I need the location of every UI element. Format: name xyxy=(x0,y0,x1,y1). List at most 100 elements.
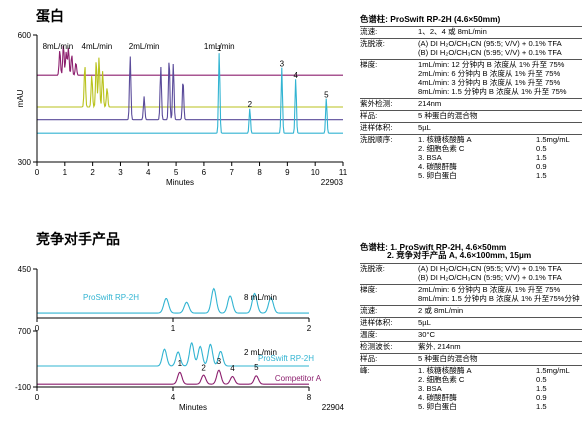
figure-id: 22904 xyxy=(322,403,345,412)
row-value: 8mL/min: 1.5 分钟内 B 浓度从 1% 升至75%分钟 xyxy=(418,293,580,303)
row-key: 洗脱液: xyxy=(360,263,385,273)
row-value: 5 种蛋白的混合物 xyxy=(418,111,478,121)
x-tick-label: 7 xyxy=(230,168,235,177)
flow-rate-label: 8 mL/min xyxy=(244,293,277,302)
condition-row: 样品: 5 种蛋白的混合物 xyxy=(360,352,582,365)
x-tick-label: 2 xyxy=(307,324,312,333)
protein-name: 3. BSA xyxy=(418,383,442,393)
row-key: 峰: xyxy=(360,365,370,375)
column-header-2: 2. 竞争对手产品 A, 4.6×100mm, 15µm xyxy=(387,250,532,261)
x-tick-label: 8 xyxy=(257,168,262,177)
peak-number-label: 4 xyxy=(293,71,298,80)
row-key: 洗脱液: xyxy=(360,39,385,49)
chromatogram-trace-competitor-a xyxy=(37,369,309,385)
x-tick-label: 0 xyxy=(35,168,40,177)
y-tick-label: 700 xyxy=(18,327,32,336)
x-tick-label: 3 xyxy=(118,168,123,177)
row-key: 流速: xyxy=(360,27,378,37)
row-key: 样品: xyxy=(360,353,378,363)
protein-item: 4. 碳酸酐酶 0.9 xyxy=(418,163,582,172)
row-value: 2 或 8mL/min xyxy=(418,305,464,315)
figure-id: 22903 xyxy=(321,178,344,187)
series-label-proswift: ProSwift RP-2H xyxy=(83,293,139,302)
peak-number-label: 4 xyxy=(230,364,235,373)
row-value: 4mL/min: 3 分钟内 B 浓度从 1% 升至 75% xyxy=(418,78,561,88)
protein-item: 1. 核糖核酸酶 A 1.5mg/mL xyxy=(418,367,582,376)
protein-item: 3. BSA 1.5 xyxy=(418,154,582,163)
condition-row: 梯度: 1mL/min: 12 分钟内 B 浓度从 1% 升至 75% 2mL/mi… xyxy=(360,59,582,98)
y-tick-label: 300 xyxy=(18,158,32,167)
row-value: (B) DI H₂O/CH₃CN (5:95; V/V) + 0.1% TFA xyxy=(418,272,562,282)
protein-concentration: 1.5 xyxy=(536,383,547,393)
x-tick-label: 1 xyxy=(63,168,68,177)
x-tick-label: 4 xyxy=(146,168,151,177)
chromatogram-trace-4mLmin xyxy=(37,57,343,109)
protein-concentration: 1.5 xyxy=(536,153,547,163)
peak-number-label: 2 xyxy=(248,100,253,109)
protein-name: 1. 核糖核酸酶 A xyxy=(418,135,472,145)
chromatogram-trace-proswift-8ml xyxy=(37,287,309,314)
peak-number-label: 3 xyxy=(217,357,222,366)
condition-row: 样品: 5 种蛋白的混合物 xyxy=(360,110,582,122)
protein-name: 2. 细胞色素 C xyxy=(418,374,465,384)
flow-rate-label: 1mL/min xyxy=(204,42,235,51)
protein-item: 4. 碳酸酐酶 0.9 xyxy=(418,394,582,403)
legend-label: Competitor A xyxy=(275,374,322,383)
x-tick-label: 10 xyxy=(311,168,320,177)
peak-number-label: 1 xyxy=(178,359,183,368)
protein-concentration: 1.5 xyxy=(536,401,547,411)
condition-row: 流速: 2 或 8mL/min xyxy=(360,304,582,317)
condition-row: 温度: 30°C xyxy=(360,328,582,341)
row-value: 紫外, 214nm xyxy=(418,341,461,351)
protein-concentration: 1.5mg/mL xyxy=(536,135,570,145)
x-axis-label: Minutes xyxy=(166,178,194,187)
row-key: 检测波长: xyxy=(360,341,393,351)
flow-rate-label: 4mL/min xyxy=(82,42,113,51)
peaks-row: 峰: 1. 核糖核酸酶 A 1.5mg/mL 2. 细胞色素 C 0.5 3. BSA 1… xyxy=(360,364,582,413)
condition-row: 梯度: 2mL/min: 6 分钟内 B 浓度从 1% 升至 75% 8mL/min… xyxy=(360,283,582,305)
protein-name: 1. 核糖核酸酶 A xyxy=(418,365,472,375)
x-tick-label: 6 xyxy=(202,168,207,177)
row-key: 梯度: xyxy=(360,284,378,294)
y-tick-label: 600 xyxy=(18,31,32,40)
protein-item: 5. 卵白蛋白 1.5 xyxy=(418,403,582,412)
peak-number-label: 1 xyxy=(217,44,222,53)
row-key: 梯度: xyxy=(360,60,378,70)
row-value: 1mL/min: 12 分钟内 B 浓度从 1% 升至 75% xyxy=(418,60,565,70)
chromatogram-trace-proswift-2ml xyxy=(37,341,309,367)
peak-number-label: 5 xyxy=(324,91,329,100)
protein-name: 4. 碳酸酐酶 xyxy=(418,392,457,402)
row-value: 2mL/min: 6 分钟内 B 浓度从 1% 升至 75% xyxy=(418,69,561,79)
protein-name: 2. 细胞色素 C xyxy=(418,144,465,154)
y-tick-label: -100 xyxy=(15,383,32,392)
protein-concentration: 0.5 xyxy=(536,144,547,154)
row-value: (A) DI H₂O/CH₃CN (95:5; V/V) + 0.1% TFA xyxy=(418,263,562,273)
x-tick-label: 0 xyxy=(35,393,40,402)
y-tick-label: 450 xyxy=(18,265,32,274)
column-header: 色谱柱: ProSwift RP-2H (4.6×50mm) xyxy=(360,14,501,24)
section1-title: 蛋白 xyxy=(36,8,64,24)
row-key: 进样体积: xyxy=(360,123,393,133)
x-tick-label: 5 xyxy=(174,168,179,177)
protein-concentration: 0.5 xyxy=(536,374,547,384)
protein-concentration: 1.5 xyxy=(536,171,547,181)
y-axis-label: mAU xyxy=(16,89,25,107)
peak-number-label: 5 xyxy=(254,363,259,372)
protein-item: 2. 细胞色素 C 0.5 xyxy=(418,376,582,385)
condition-row: 流速: 1、2、4 或 8mL/min xyxy=(360,26,582,38)
row-value: 30°C xyxy=(418,329,435,339)
protein-name: 5. 卵白蛋白 xyxy=(418,171,457,181)
x-tick-label: 2 xyxy=(90,168,95,177)
condition-row: 检测波长: 紫外, 214nm xyxy=(360,340,582,353)
row-value: 5µL xyxy=(418,123,431,133)
conditions-panel-1: 色谱柱: ProSwift RP-2H (4.6×50mm) 流速: 1、2、4 … xyxy=(360,15,582,182)
protein-concentration: 0.9 xyxy=(536,392,547,402)
row-key: 流速: xyxy=(360,305,378,315)
x-tick-label: 1 xyxy=(171,324,176,333)
row-value: 8mL/min: 1.5 分钟内 B 浓度从 1% 升至 75% xyxy=(418,87,567,97)
protein-item: 1. 核糖核酸酶 A 1.5mg/mL xyxy=(418,136,582,145)
protein-concentration: 1.5mg/mL xyxy=(536,365,570,375)
x-tick-label: 4 xyxy=(171,393,176,402)
row-value: 214nm xyxy=(418,99,442,109)
